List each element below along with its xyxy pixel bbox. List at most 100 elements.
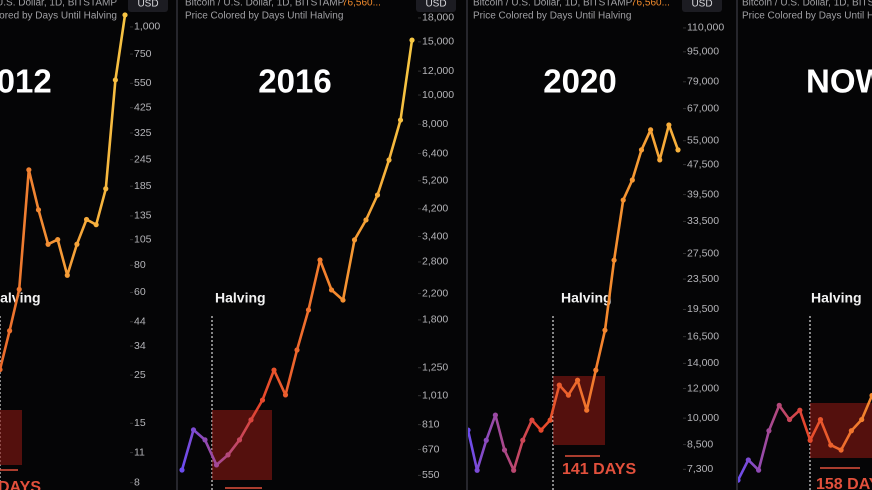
y-tick-label: 425 — [134, 101, 152, 113]
price-point — [786, 416, 793, 423]
y-tick-label: 23,500 — [687, 273, 719, 285]
y-tick-label: 18,000 — [422, 12, 454, 24]
price-point — [529, 417, 535, 423]
price-point — [638, 147, 645, 153]
price-point — [225, 452, 231, 458]
price-point — [26, 167, 32, 173]
price-point — [766, 428, 772, 434]
header: Bitcoin / U.S. Dollar, 1D, BITSTAMP — [473, 0, 633, 9]
panel-separator — [466, 0, 468, 490]
price-point — [483, 437, 489, 443]
y-tick-label: 39,500 — [687, 188, 719, 200]
y-tick-label: 8 — [134, 476, 140, 488]
price-point — [828, 442, 834, 448]
panel-separator — [736, 0, 738, 490]
halving-label: Halving — [561, 290, 612, 306]
currency-button — [416, 0, 456, 12]
days-label: DAYS — [0, 479, 41, 490]
halving-label: Halving — [0, 290, 41, 306]
price-point — [202, 437, 208, 443]
price-point — [45, 241, 51, 247]
currency-label: USD — [137, 0, 158, 10]
price-point — [474, 467, 480, 473]
y-tick-label: 135 — [134, 210, 152, 222]
price-line — [738, 394, 872, 481]
y-tick-label: 55,000 — [687, 135, 719, 147]
y-tick-label: 550 — [134, 77, 152, 89]
price-point — [122, 12, 128, 18]
y-tick-label: 670 — [422, 443, 440, 455]
y-tick-label: 15,000 — [422, 36, 454, 48]
y-tick-label: 110,000 — [687, 22, 724, 34]
days-label: 158 DAYS — [816, 476, 872, 490]
price-point — [838, 447, 844, 453]
panel-bg — [178, 0, 466, 490]
y-tick-label: 15 — [134, 417, 146, 429]
price-point — [74, 241, 80, 247]
price-point — [797, 407, 803, 413]
price-line — [468, 123, 680, 472]
y-tick-label: 750 — [134, 48, 152, 60]
chart-panel: 18,000 15,000 12,000 10,000 8,000 6,400 5,200 4… — [178, 0, 466, 490]
price-point — [501, 447, 508, 453]
price-point — [259, 397, 266, 403]
panel-separator — [176, 0, 178, 490]
price-point — [776, 402, 782, 408]
year-title: 2020 — [543, 63, 616, 100]
subheader: Price Colored by Days Until Halving — [742, 11, 872, 22]
subheader: Price Colored by Days Until Halving — [473, 11, 631, 22]
price-point — [386, 157, 392, 163]
price-point — [328, 287, 335, 293]
y-tick-label: 34 — [134, 340, 146, 352]
y-tick-label: 245 — [134, 153, 152, 165]
year-title: NOW — [806, 63, 872, 100]
price-point — [35, 207, 42, 213]
y-tick-label: 80 — [134, 259, 146, 271]
year-title: 2016 — [258, 63, 331, 100]
y-tick-label: 2,200 — [422, 287, 448, 299]
y-tick-label: 3,400 — [422, 230, 448, 242]
highlight-box — [0, 410, 22, 465]
price-point — [236, 437, 243, 443]
price-point — [374, 192, 381, 198]
y-tick-label: 14,000 — [687, 357, 719, 369]
price-point — [363, 217, 369, 223]
price-point — [83, 216, 90, 223]
y-tick-label: 95,000 — [687, 46, 719, 58]
price-point — [657, 157, 663, 163]
price-point — [305, 307, 312, 313]
price-point — [611, 257, 617, 263]
price-line — [0, 14, 127, 370]
header: Bitcoin / U.S. Dollar, 1D, BITSTAMP — [0, 0, 117, 9]
chart-panel: Bitcoin / U.S. Dollar, 1D, BITSTAMP Price… — [738, 0, 872, 490]
price-point — [556, 382, 562, 388]
header: Bitcoin / U.S. Dollar, 1D, BITSTAMP — [742, 0, 872, 9]
price-point — [574, 377, 581, 383]
price-point — [807, 437, 813, 443]
highlight-box — [212, 410, 272, 480]
y-tick-label: 12,000 — [687, 382, 719, 394]
price-point — [859, 416, 865, 423]
y-tick-label: 25 — [134, 369, 146, 381]
y-tick-label: 1,250 — [422, 362, 448, 374]
price-point — [7, 328, 13, 334]
price-point — [738, 477, 741, 483]
price-point — [675, 147, 681, 153]
price-label: 76,560... — [342, 0, 381, 9]
y-tick-label: 6,400 — [422, 147, 448, 159]
price-point — [602, 327, 608, 333]
price-point — [294, 347, 300, 353]
y-tick-label: 10,000 — [422, 89, 454, 101]
chart-panel: 110,000 95,000 79,000 67,000 55,000 47,500 39,… — [468, 0, 736, 490]
price-point — [848, 428, 854, 434]
y-tick-label: 7,300 — [687, 463, 713, 475]
currency-button — [128, 0, 168, 12]
price-point — [817, 416, 824, 423]
price-label: 76,560... — [631, 0, 670, 9]
price-point — [340, 297, 346, 303]
price-point — [103, 186, 109, 192]
halving-label: Halving — [811, 290, 862, 306]
price-point — [584, 407, 590, 413]
y-tick-label: 550 — [422, 469, 440, 481]
price-point — [666, 122, 672, 128]
